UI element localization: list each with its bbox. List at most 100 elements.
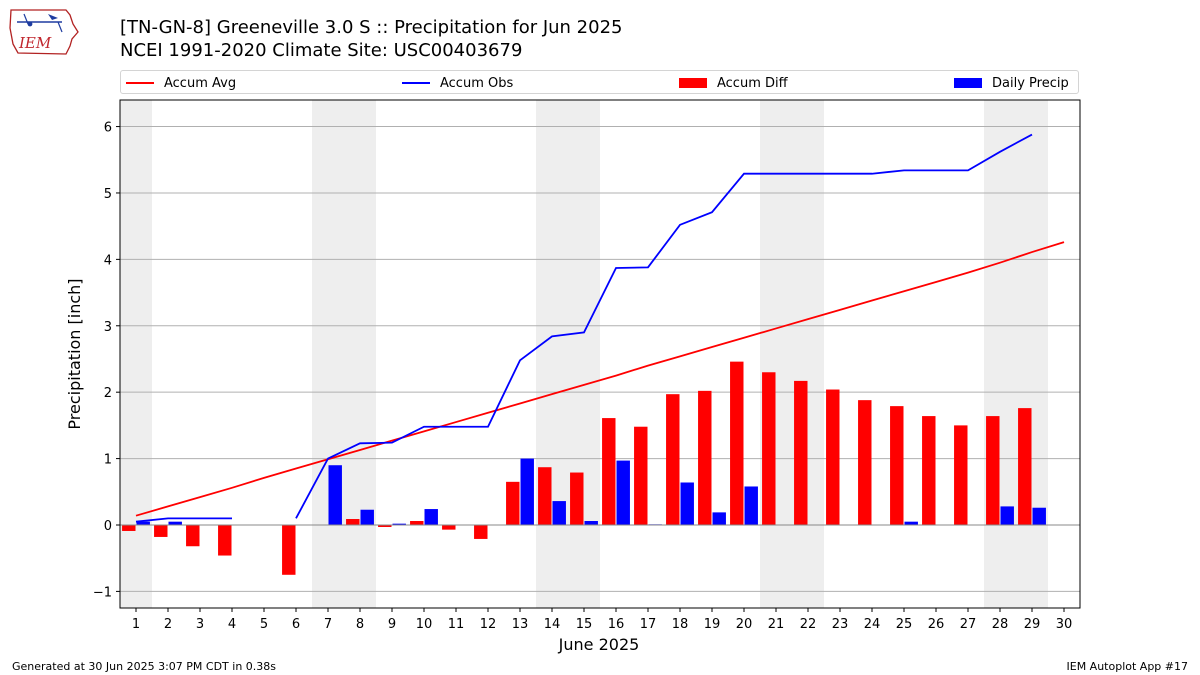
accum-diff-bar: [858, 400, 872, 525]
x-tick-label: 4: [228, 617, 236, 632]
daily-precip-bar: [744, 486, 758, 525]
daily-precip-bar: [520, 458, 534, 525]
x-tick-label: 14: [544, 617, 561, 632]
legend-label-accum-diff: Accum Diff: [717, 75, 788, 91]
generated-timestamp: Generated at 30 Jun 2025 3:07 PM CDT in …: [12, 660, 277, 673]
legend-label-daily-precip: Daily Precip: [992, 75, 1069, 91]
x-tick-label: 22: [800, 617, 817, 632]
x-tick-label: 17: [640, 617, 657, 632]
x-tick-label: 25: [896, 617, 913, 632]
accum-diff-bar: [442, 524, 456, 530]
daily-precip-bar: [680, 482, 694, 525]
legend-item-accum-diff: Accum Diff: [679, 74, 788, 92]
daily-precip-bar: [552, 501, 566, 525]
legend-swatch-accum-diff: [679, 78, 707, 88]
accum-obs-line: [135, 517, 232, 523]
daily-precip-bar: [904, 521, 918, 525]
accum-diff-bar: [922, 416, 936, 525]
accum-diff-bar: [954, 425, 968, 525]
weekend-shade: [312, 100, 376, 608]
chart-subtitle: NCEI 1991-2020 Climate Site: USC00403679: [120, 40, 523, 61]
x-tick-label: 16: [608, 617, 625, 632]
daily-precip-bar: [1032, 507, 1046, 525]
y-tick-label: 0: [104, 519, 112, 534]
x-axis-label: June 2025: [558, 635, 640, 654]
daily-precip-bar: [616, 460, 630, 525]
x-tick-label: 29: [1024, 617, 1041, 632]
legend-swatch-accum-obs: [402, 82, 430, 84]
x-tick-label: 7: [324, 617, 332, 632]
daily-precip-bar: [392, 523, 406, 525]
accum-diff-bar: [634, 426, 648, 525]
x-tick-label: 5: [260, 617, 268, 632]
x-tick-label: 11: [448, 617, 465, 632]
legend-item-accum-avg: Accum Avg: [126, 74, 236, 92]
weekend-shade: [120, 100, 152, 608]
x-tick-label: 12: [480, 617, 497, 632]
x-tick-label: 21: [768, 617, 785, 632]
y-tick-label: −1: [93, 585, 112, 600]
x-tick-label: 13: [512, 617, 529, 632]
daily-precip-bar: [360, 509, 374, 525]
y-axis-label: Precipitation [inch]: [65, 278, 84, 429]
accum-obs-line: [295, 133, 1033, 519]
legend-label-accum-avg: Accum Avg: [164, 75, 237, 91]
y-tick-label: 3: [104, 320, 112, 335]
chart-title: [TN-GN-8] Greeneville 3.0 S :: Precipita…: [120, 17, 623, 38]
accum-diff-bar: [378, 524, 392, 527]
accum-diff-bar: [986, 416, 1000, 525]
daily-precip-bar: [328, 465, 342, 525]
accum-diff-bar: [602, 418, 616, 525]
daily-precip-bar: [712, 512, 726, 525]
x-tick-label: 3: [196, 617, 204, 632]
x-tick-label: 10: [416, 617, 433, 632]
x-tick-label: 27: [960, 617, 977, 632]
daily-precip-bar: [424, 509, 438, 525]
accum-diff-bar: [762, 372, 776, 525]
accum-diff-bar: [698, 390, 712, 525]
x-tick-label: 15: [576, 617, 593, 632]
legend-label-accum-obs: Accum Obs: [440, 75, 514, 91]
daily-precip-bar: [136, 521, 150, 525]
accum-diff-bar: [1018, 408, 1032, 525]
daily-precip-bar: [168, 521, 182, 525]
accum-avg-line: [135, 241, 1065, 517]
legend-swatch-daily-precip: [954, 78, 982, 88]
chart-legend: Accum Avg Accum Obs Accum Diff Daily Pre…: [120, 70, 1079, 94]
weekend-shade: [760, 100, 824, 608]
accum-diff-bar: [346, 519, 360, 525]
accum-diff-bar: [282, 524, 296, 575]
weekend-shade: [984, 100, 1048, 608]
app-credit: IEM Autoplot App #17: [1066, 660, 1189, 673]
accum-diff-bar: [890, 406, 904, 525]
legend-item-daily-precip: Daily Precip: [954, 74, 1069, 92]
accum-diff-bar: [218, 524, 232, 556]
accum-diff-bar: [474, 524, 488, 539]
accum-diff-bar: [730, 361, 744, 525]
accum-diff-bar: [506, 481, 520, 525]
accum-diff-bar: [538, 467, 552, 525]
x-tick-label: 24: [864, 617, 881, 632]
x-tick-label: 26: [928, 617, 945, 632]
daily-precip-bar: [584, 521, 598, 525]
x-tick-label: 19: [704, 617, 721, 632]
accum-diff-bar: [570, 472, 584, 525]
x-tick-label: 9: [388, 617, 396, 632]
x-tick-label: 2: [164, 617, 172, 632]
x-tick-label: 30: [1056, 617, 1073, 632]
daily-precip-bar: [1000, 506, 1014, 525]
y-tick-label: 4: [104, 253, 112, 268]
accum-diff-bar: [154, 524, 168, 537]
iem-logo: IEM: [8, 6, 80, 60]
logo-text: IEM: [18, 34, 52, 52]
x-tick-label: 6: [292, 617, 300, 632]
x-tick-label: 8: [356, 617, 364, 632]
plot-frame: [119, 99, 1081, 609]
accum-diff-bar: [826, 389, 840, 525]
accum-diff-bar: [186, 524, 200, 547]
legend-swatch-accum-avg: [126, 82, 154, 84]
accum-diff-bar: [122, 524, 136, 531]
x-tick-label: 28: [992, 617, 1009, 632]
legend-item-accum-obs: Accum Obs: [402, 74, 513, 92]
